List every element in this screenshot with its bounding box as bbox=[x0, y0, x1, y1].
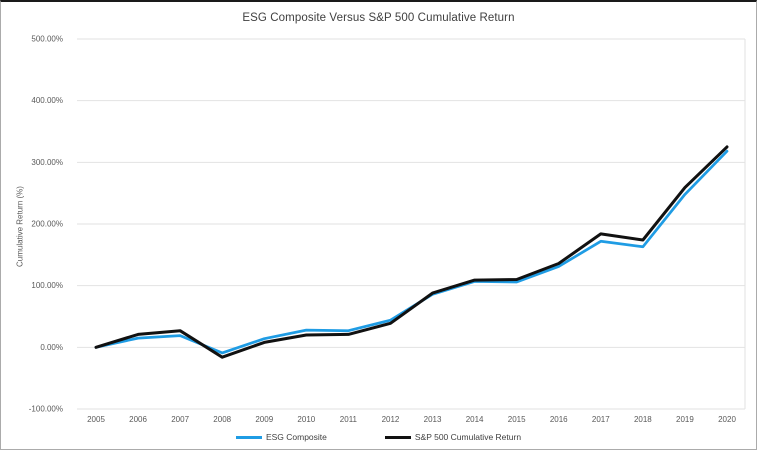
legend-label-esg-composite: ESG Composite bbox=[265, 432, 327, 442]
legend-label-sp500: S&P 500 Cumulative Return bbox=[414, 432, 522, 442]
x-tick-label: 2010 bbox=[297, 415, 315, 424]
x-tick-label: 2011 bbox=[340, 415, 358, 424]
esg-composite-line-swatch bbox=[235, 435, 262, 439]
y-tick-label: 0.00% bbox=[40, 343, 63, 352]
x-tick-label: 2012 bbox=[382, 415, 400, 424]
y-tick-label: 400.00% bbox=[31, 96, 63, 105]
x-tick-label: 2009 bbox=[255, 415, 273, 424]
series-line-1 bbox=[94, 145, 729, 359]
x-tick-label: 2008 bbox=[213, 415, 231, 424]
legend-item-esg-composite: ESG Composite bbox=[235, 432, 327, 442]
x-tick-label: 2020 bbox=[718, 415, 736, 424]
x-tick-label: 2019 bbox=[676, 415, 694, 424]
x-tick-label: 2006 bbox=[129, 415, 147, 424]
x-tick-label: 2017 bbox=[592, 415, 610, 424]
sp500-line-swatch bbox=[384, 435, 411, 439]
y-tick-label: 200.00% bbox=[31, 220, 63, 229]
legend-item-sp500: S&P 500 Cumulative Return bbox=[384, 432, 522, 442]
x-tick-label: 2014 bbox=[466, 415, 484, 424]
x-tick-label: 2016 bbox=[550, 415, 568, 424]
chart-title: ESG Composite Versus S&P 500 Cumulative … bbox=[242, 12, 515, 24]
x-tick-label: 2005 bbox=[87, 415, 105, 424]
y-tick-label: 500.00% bbox=[31, 35, 63, 44]
y-tick-label: 100.00% bbox=[31, 281, 63, 290]
series-line-0 bbox=[94, 149, 729, 355]
y-tick-label: -100.00% bbox=[29, 405, 63, 414]
x-tick-label: 2007 bbox=[171, 415, 189, 424]
legend: ESG Composite S&P 500 Cumulative Return bbox=[1, 432, 756, 442]
x-tick-label: 2015 bbox=[508, 415, 526, 424]
x-tick-label: 2013 bbox=[424, 415, 442, 424]
y-tick-label: 300.00% bbox=[31, 158, 63, 167]
x-tick-label: 2018 bbox=[634, 415, 652, 424]
